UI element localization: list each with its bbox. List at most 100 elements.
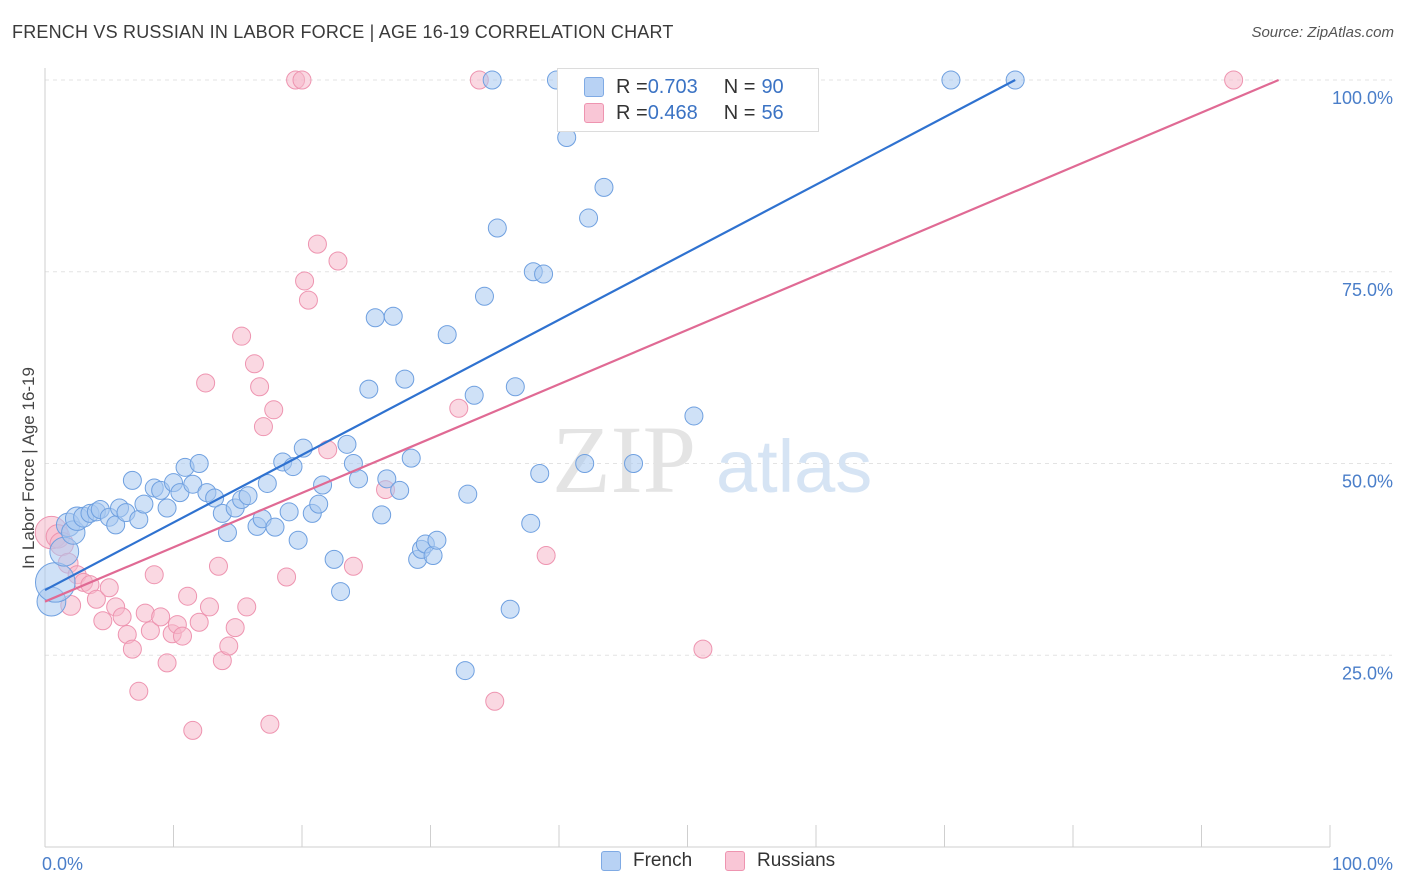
french-point: [288, 530, 308, 550]
legend-row-french: R = 0.703 N = 90: [584, 74, 784, 100]
french-point: [437, 325, 457, 345]
russians-swatch: [584, 103, 604, 123]
series-legend: French Russians: [0, 850, 1406, 878]
russians-point: [232, 326, 252, 346]
french-r-value: 0.703: [647, 75, 698, 98]
stats-legend: R = 0.703 N = 90 R = 0.468 N = 56: [557, 68, 819, 132]
french-point: [390, 480, 410, 500]
french-point: [331, 582, 351, 602]
y-tick-label: 100.0%: [1332, 88, 1393, 108]
gridlines: [45, 79, 1392, 656]
legend-russians-label: Russians: [757, 850, 836, 871]
russians-point: [237, 597, 257, 617]
russians-point: [693, 639, 713, 659]
french-point: [427, 530, 447, 550]
french-point: [575, 454, 595, 473]
french-n-value: 90: [761, 75, 784, 98]
legend-french-label: French: [633, 850, 693, 871]
french-point: [684, 406, 704, 426]
french-point: [500, 599, 520, 619]
y-tick-labels: 25.0% 50.0% 75.0% 100.0%: [1332, 88, 1393, 683]
russians-point: [295, 271, 315, 291]
y-tick-label: 50.0%: [1342, 472, 1393, 492]
russians-point: [328, 251, 348, 271]
french-point: [464, 385, 484, 405]
russians-point: [172, 626, 192, 646]
russians-point: [189, 612, 209, 632]
russians-point: [307, 234, 327, 254]
source-label: Source: ZipAtlas.com: [1251, 24, 1394, 41]
russians-point: [260, 714, 280, 734]
russians-point: [140, 621, 160, 641]
russians-point: [298, 290, 318, 310]
french-point: [521, 513, 541, 533]
russians-point: [343, 556, 363, 576]
french-point: [189, 454, 209, 473]
french-point: [257, 473, 277, 493]
watermark-atlas: atlas: [716, 425, 872, 508]
x-tick-label: 0.0%: [42, 854, 83, 874]
french-point: [534, 264, 554, 284]
french-point: [238, 486, 258, 506]
french-point: [530, 463, 550, 483]
russians-n-label: N =: [723, 101, 756, 124]
french-point: [474, 286, 494, 306]
russians-point: [183, 720, 203, 740]
russians-point: [449, 398, 469, 418]
axes: [44, 68, 1331, 848]
french-point: [458, 484, 478, 504]
legend-russians-swatch: [725, 851, 745, 871]
russians-point: [151, 607, 171, 627]
russians-point: [208, 556, 228, 576]
legend-item-russians: Russians: [725, 850, 835, 872]
russians-point: [318, 440, 338, 460]
russians-point: [178, 586, 198, 606]
french-point: [1005, 70, 1025, 90]
russians-point: [144, 565, 164, 585]
french-point: [122, 470, 142, 490]
trend-lines: [44, 78, 1280, 603]
russians-point: [250, 377, 270, 397]
x-tick-label: 100.0%: [1332, 854, 1393, 874]
russians-point: [253, 417, 273, 437]
russians-point: [157, 653, 177, 673]
french-point: [624, 454, 644, 473]
russians-trend-line: [44, 78, 1280, 603]
russians-point: [244, 354, 264, 374]
french-trend-line: [44, 79, 1016, 592]
russians-point: [1224, 70, 1244, 90]
legend-item-french: French: [601, 850, 692, 872]
french-point: [134, 494, 154, 514]
french-point: [372, 505, 392, 525]
russians-point: [277, 567, 297, 587]
russians-point: [292, 70, 312, 90]
french-point: [455, 661, 475, 681]
russians-point: [99, 578, 119, 598]
french-point: [395, 369, 415, 389]
legend-row-russians: R = 0.468 N = 56: [584, 100, 784, 126]
russians-point: [485, 691, 505, 711]
french-point: [279, 502, 299, 522]
french-point: [337, 434, 357, 454]
french-swatch: [584, 77, 604, 97]
french-point: [157, 498, 177, 518]
french-point: [383, 306, 403, 326]
y-tick-label: 75.0%: [1342, 280, 1393, 300]
x-tick-labels: 0.0% 100.0%: [42, 854, 1393, 874]
russians-point: [122, 639, 142, 659]
russians-point: [196, 373, 216, 393]
russians-point: [93, 611, 113, 631]
french-point: [941, 70, 961, 90]
french-point: [309, 494, 329, 514]
french-point: [265, 517, 285, 537]
french-point: [579, 208, 599, 228]
russians-r-value: 0.468: [647, 101, 698, 124]
french-point: [594, 177, 614, 197]
legend-french-swatch: [601, 851, 621, 871]
russians-point: [199, 597, 219, 617]
russians-point: [225, 618, 245, 638]
french-point: [401, 448, 421, 468]
y-axis-label: In Labor Force | Age 16-19: [19, 367, 38, 569]
french-point: [324, 549, 344, 569]
